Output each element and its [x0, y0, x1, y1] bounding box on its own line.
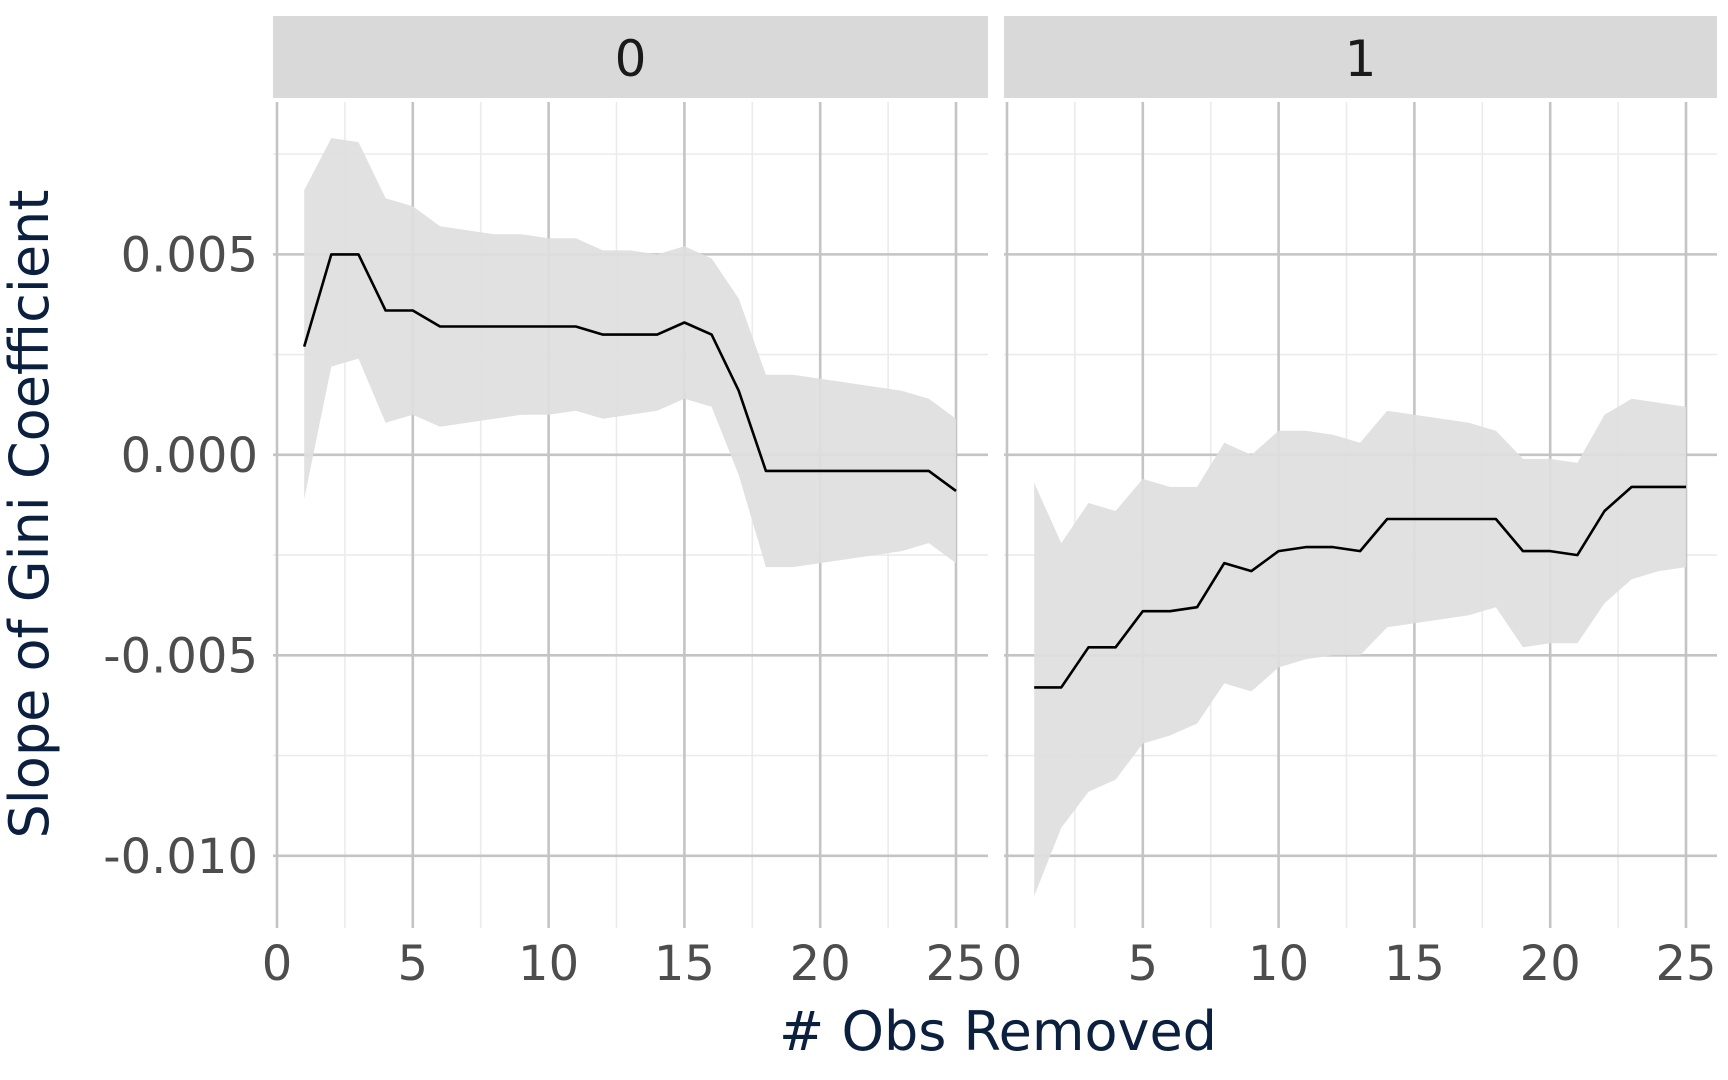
x-tick-label: 15: [654, 936, 715, 992]
confidence-band: [1034, 398, 1686, 896]
x-tick-label: 25: [1655, 936, 1716, 992]
facet-strip-label: 1: [1345, 30, 1377, 88]
x-tick-label: 0: [262, 936, 293, 992]
panel-0: 0 0 5 10 15 20 25: [262, 16, 988, 992]
x-tick-label: 20: [1520, 936, 1581, 992]
x-tick-label: 5: [1128, 936, 1159, 992]
x-tick-label: 5: [398, 936, 429, 992]
x-tick-label: 0: [992, 936, 1023, 992]
facet-strip: [1004, 16, 1717, 98]
x-tick-label: 25: [925, 936, 986, 992]
y-tick-label: -0.010: [103, 829, 258, 885]
panel-1: 10 5 10 15 20 25: [992, 16, 1717, 992]
facet-strip: [273, 16, 988, 98]
x-tick-label: 10: [1248, 936, 1309, 992]
y-tick-label: -0.005: [103, 628, 258, 684]
y-tick-label: 0.000: [121, 428, 258, 484]
estimate-line: [302, 253, 957, 492]
y-axis-title: Slope of Gini Coefficient: [0, 190, 61, 839]
y-tick-label: 0.005: [121, 227, 258, 283]
facet-strip-label: 0: [615, 30, 647, 88]
x-axis-title: # Obs Removed: [779, 1000, 1217, 1063]
x-tick-label: 10: [518, 936, 579, 992]
confidence-band: [304, 138, 956, 568]
x-tick-label: 15: [1384, 936, 1445, 992]
x-tick-label: 20: [790, 936, 851, 992]
estimate-line: [1034, 485, 1686, 689]
